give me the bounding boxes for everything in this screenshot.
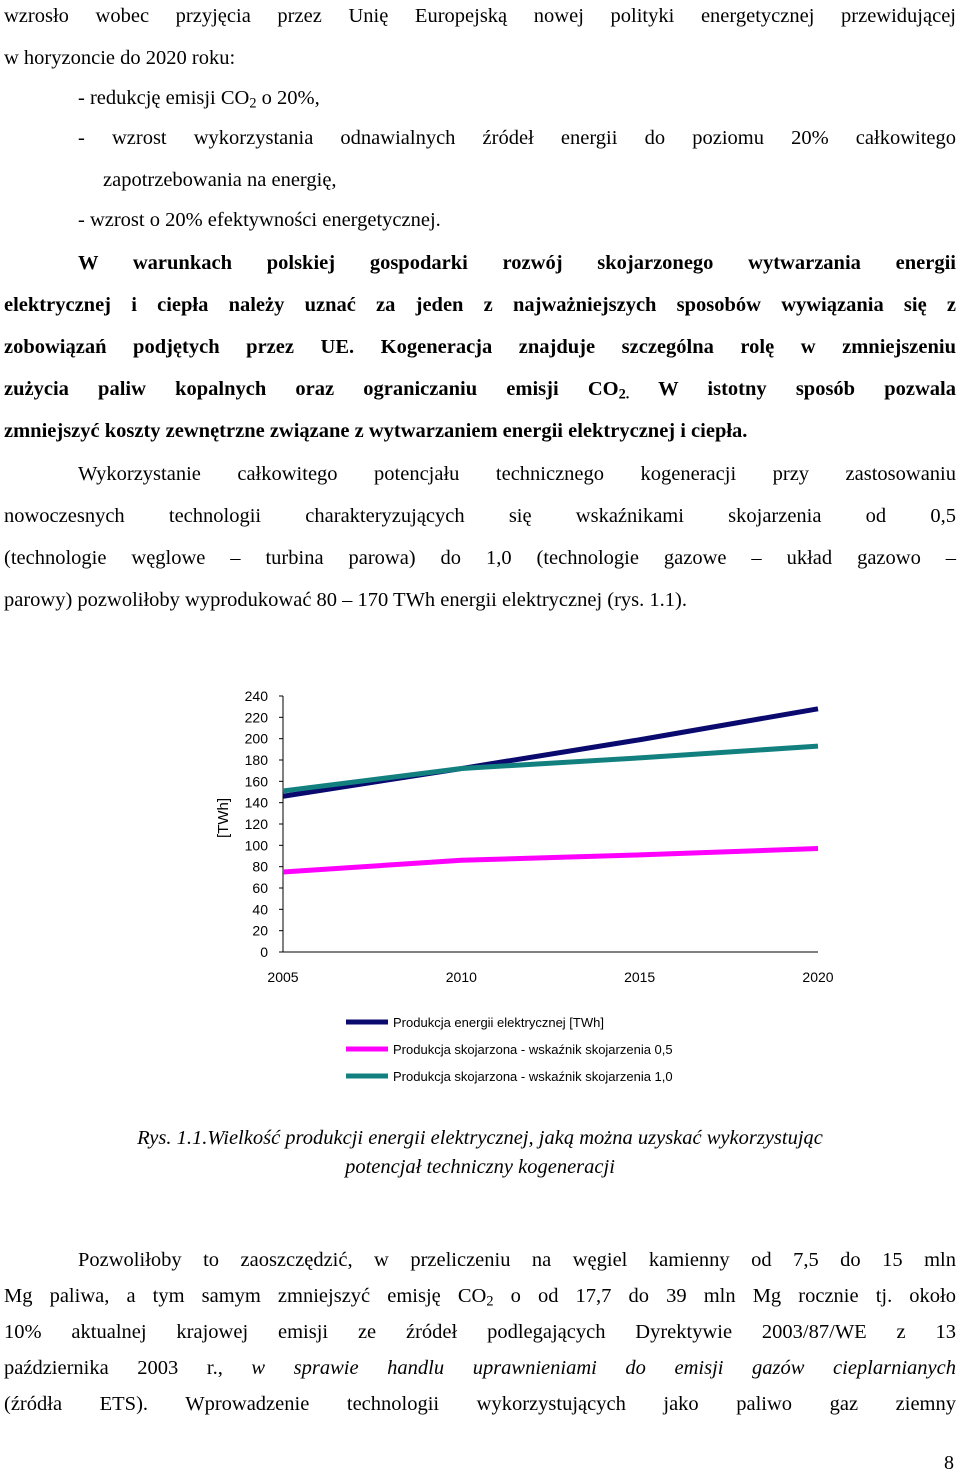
y-tick-label: 180 (245, 752, 269, 768)
series-line-2 (282, 846, 819, 875)
series-line-3 (282, 743, 819, 794)
figure-caption: potencjał techniczny kogeneracji (345, 1156, 615, 1178)
y-tick-label: 80 (252, 859, 268, 875)
text-line: (technologie węglowe – turbina parowa) d… (4, 547, 956, 569)
bold-text-line: zmniejszyć koszty zewnętrzne związane z … (4, 420, 748, 442)
list-item: - wzrost o 20% efektywności energetyczne… (78, 209, 441, 231)
y-tick-label: 0 (260, 944, 268, 960)
y-tick-label: 140 (245, 795, 269, 811)
x-tick-label: 2005 (267, 969, 298, 985)
y-tick-label: 240 (245, 688, 269, 704)
y-tick-label: 160 (245, 773, 269, 789)
text-line: Pozwoliłoby to zaoszczędzić, w przelicze… (78, 1249, 956, 1271)
text-line: Wykorzystanie całkowitego potencjału tec… (78, 463, 956, 485)
x-tick-label: 2015 (624, 969, 655, 985)
text-line: października 2003 r., w sprawie handlu u… (4, 1357, 956, 1379)
y-tick-label: 100 (245, 837, 269, 853)
bold-text-line: zużycia paliw kopalnych oraz ograniczani… (4, 378, 956, 403)
series-line-1 (282, 706, 819, 799)
page-number: 8 (944, 1452, 954, 1474)
list-item: - redukcję emisji CO2 o 20%, (78, 87, 320, 112)
text-line: (źródła ETS). Wprowadzenie technologii w… (4, 1393, 956, 1415)
bold-text-line: elektrycznej i ciepła należy uznać za je… (4, 294, 956, 316)
list-item: zapotrzebowania na energię, (103, 169, 337, 191)
text-line: Mg paliwa, a tym samym zmniejszyć emisję… (4, 1285, 957, 1310)
y-tick-label: 200 (245, 731, 269, 747)
text-line: w horyzoncie do 2020 roku: (4, 47, 236, 69)
y-tick-label: 220 (245, 709, 269, 725)
text-line: parowy) pozwoliłoby wyprodukować 80 – 17… (4, 589, 687, 611)
bold-text-line: zobowiązań podjętych przez UE. Kogenerac… (4, 336, 956, 358)
y-tick-label: 60 (252, 880, 268, 896)
figure-caption: Rys. 1.1.Wielkość produkcji energii elek… (137, 1127, 823, 1149)
text-line: wzrosło wobec przyjęcia przez Unię Europ… (4, 5, 956, 27)
legend-label: Produkcja energii elektrycznej [TWh] (393, 1015, 604, 1030)
energy-production-chart: [TWh] 020406080100120140160180200220240 … (215, 688, 834, 1084)
y-axis-label: [TWh] (215, 798, 232, 838)
y-tick-label: 20 (252, 923, 268, 939)
bold-text-line: W warunkach polskiej gospodarki rozwój s… (78, 252, 956, 274)
text-line: nowoczesnych technologii charakteryzując… (4, 505, 956, 527)
x-tick-label: 2020 (802, 969, 833, 985)
legend-label: Produkcja skojarzona - wskaźnik skojarze… (393, 1042, 673, 1057)
x-tick-label: 2010 (446, 969, 477, 985)
list-item: - wzrost wykorzystania odnawialnych źród… (78, 127, 956, 149)
y-tick-label: 40 (252, 901, 268, 917)
y-tick-label: 120 (245, 816, 269, 832)
text-line: 10% aktualnej krajowej emisji ze źródeł … (4, 1321, 956, 1343)
legend-label: Produkcja skojarzona - wskaźnik skojarze… (393, 1069, 673, 1084)
